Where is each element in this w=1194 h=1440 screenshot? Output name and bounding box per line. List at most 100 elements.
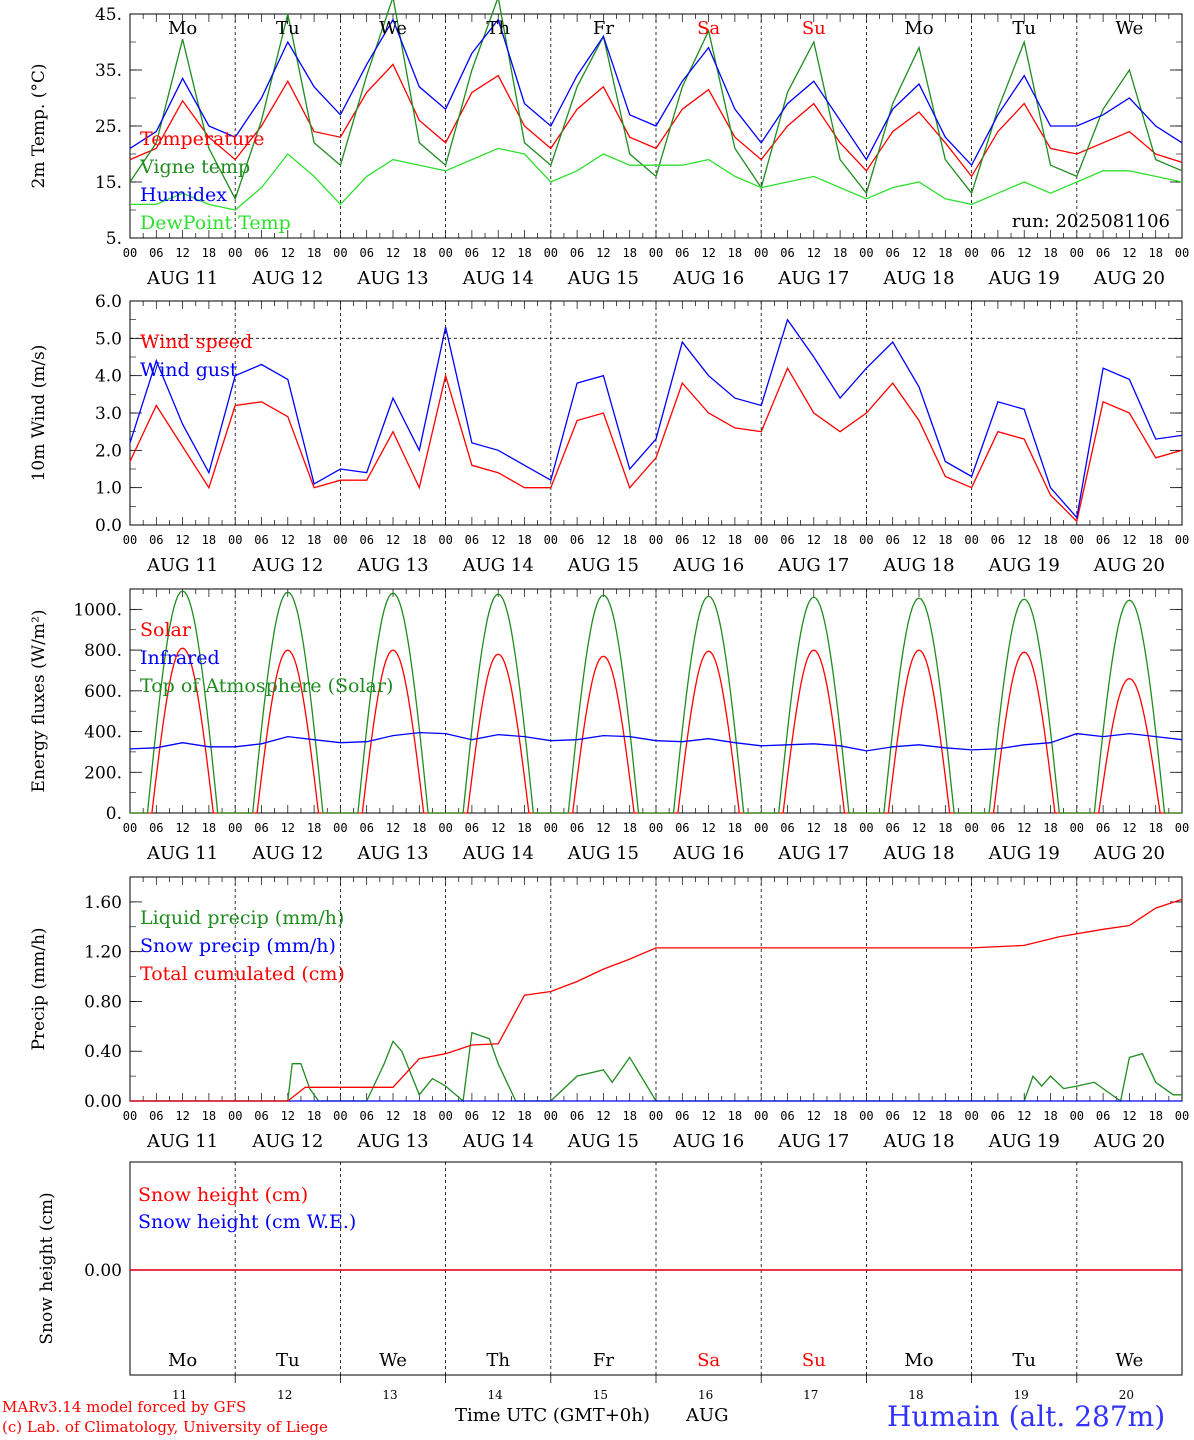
day-number-label: 16 xyxy=(698,1388,713,1402)
date-label: AUG 14 xyxy=(462,1131,534,1152)
y-tick-label: 0.00 xyxy=(84,1092,122,1112)
hour-tick-label: 00 xyxy=(544,1109,558,1123)
weekday-label: Su xyxy=(802,1350,826,1371)
hour-tick-label: 06 xyxy=(465,821,479,835)
hour-tick-label: 06 xyxy=(991,821,1005,835)
hour-tick-label: 00 xyxy=(438,246,452,260)
hour-tick-label: 18 xyxy=(1043,533,1057,547)
hour-tick-label: 18 xyxy=(517,246,531,260)
day-number-label: 11 xyxy=(172,1388,187,1402)
hour-tick-label: 18 xyxy=(307,246,321,260)
series-line-0 xyxy=(129,366,1183,523)
lab-credit: (c) Lab. of Climatology, University of L… xyxy=(2,1418,328,1436)
y-axis-label: Snow height (cm) xyxy=(37,1192,57,1344)
hour-tick-label: 12 xyxy=(596,1109,610,1123)
hour-tick-label: 00 xyxy=(438,821,452,835)
date-label: AUG 18 xyxy=(882,268,954,289)
hour-tick-label: 00 xyxy=(649,246,663,260)
run-label: run: 2025081106 xyxy=(1012,211,1170,232)
date-label: AUG 11 xyxy=(146,268,218,289)
y-tick-label: 1.0 xyxy=(95,479,122,499)
hour-tick-label: 00 xyxy=(123,533,137,547)
y-tick-label: 2.0 xyxy=(95,441,122,461)
hour-tick-label: 18 xyxy=(202,821,216,835)
date-label: AUG 12 xyxy=(251,1131,323,1152)
hour-tick-label: 18 xyxy=(728,533,742,547)
x-axis-month: AUG xyxy=(686,1405,729,1426)
y-tick-label: 0.40 xyxy=(84,1042,122,1062)
date-label: AUG 20 xyxy=(1093,268,1165,289)
hour-tick-label: 00 xyxy=(438,1109,452,1123)
hour-tick-label: 18 xyxy=(412,821,426,835)
y-tick-label: 35. xyxy=(95,61,122,81)
hour-tick-label: 12 xyxy=(596,246,610,260)
hour-tick-label: 18 xyxy=(202,1109,216,1123)
hour-tick-label: 06 xyxy=(570,533,584,547)
hour-tick-label: 00 xyxy=(1175,533,1189,547)
date-label: AUG 20 xyxy=(1093,555,1165,576)
weekday-label: Mo xyxy=(904,18,933,39)
hour-tick-label: 18 xyxy=(622,1109,636,1123)
hour-tick-label: 00 xyxy=(964,821,978,835)
legend-humidex: Humidex xyxy=(140,184,227,206)
hour-tick-label: 06 xyxy=(570,821,584,835)
hour-tick-label: 12 xyxy=(1122,821,1136,835)
series-line-1 xyxy=(129,731,1183,752)
hour-tick-label: 12 xyxy=(386,1109,400,1123)
date-label: AUG 18 xyxy=(882,843,954,864)
hour-tick-label: 06 xyxy=(675,533,689,547)
hour-tick-label: 12 xyxy=(281,821,295,835)
hour-tick-label: 12 xyxy=(1122,1109,1136,1123)
hour-tick-label: 12 xyxy=(807,1109,821,1123)
weekday-label: We xyxy=(1116,18,1144,39)
weekday-label: Su xyxy=(802,18,826,39)
y-tick-label: 200. xyxy=(84,763,122,783)
hour-tick-label: 00 xyxy=(1070,821,1084,835)
date-label: AUG 11 xyxy=(146,555,218,576)
panel-frame-1 xyxy=(129,300,1183,526)
hour-tick-label: 06 xyxy=(359,533,373,547)
legend-wind-speed: Wind speed xyxy=(140,331,252,353)
hour-tick-label: 00 xyxy=(1175,1109,1189,1123)
hour-tick-label: 06 xyxy=(149,1109,163,1123)
hour-tick-label: 12 xyxy=(491,1109,505,1123)
y-tick-label: 1.60 xyxy=(84,893,122,913)
hour-tick-label: 06 xyxy=(991,1109,1005,1123)
hour-tick-label: 12 xyxy=(807,246,821,260)
legend-wind-gust: Wind gust xyxy=(140,359,238,381)
hour-tick-label: 12 xyxy=(807,821,821,835)
weekday-label: We xyxy=(379,1350,407,1371)
hour-tick-label: 12 xyxy=(281,533,295,547)
hour-tick-label: 12 xyxy=(281,246,295,260)
weekday-label: We xyxy=(1116,1350,1144,1371)
date-label: AUG 17 xyxy=(777,843,849,864)
legend-snow-precip-mm-h: Snow precip (mm/h) xyxy=(140,935,336,957)
weekday-label: Mo xyxy=(168,1350,197,1371)
hour-tick-label: 06 xyxy=(359,821,373,835)
hour-tick-label: 18 xyxy=(412,1109,426,1123)
hour-tick-label: 00 xyxy=(228,821,242,835)
hour-tick-label: 06 xyxy=(570,246,584,260)
hour-tick-label: 18 xyxy=(622,533,636,547)
date-label: AUG 12 xyxy=(251,843,323,864)
hour-tick-label: 18 xyxy=(1148,821,1162,835)
hour-tick-label: 00 xyxy=(228,1109,242,1123)
hour-tick-label: 00 xyxy=(333,1109,347,1123)
legend-solar: Solar xyxy=(140,619,192,641)
legend-top-of-atmosphere-solar: Top of Atmosphere (Solar) xyxy=(140,675,393,697)
hour-tick-label: 12 xyxy=(491,246,505,260)
weekday-label: Tu xyxy=(276,1350,300,1371)
legend-total-cumulated-cm: Total cumulated (cm) xyxy=(140,963,345,985)
hour-tick-label: 18 xyxy=(517,821,531,835)
hour-tick-label: 06 xyxy=(149,246,163,260)
hour-tick-label: 00 xyxy=(964,1109,978,1123)
day-number-label: 12 xyxy=(277,1388,292,1402)
y-tick-label: 0.80 xyxy=(84,992,122,1012)
weekday-label: Mo xyxy=(904,1350,933,1371)
hour-tick-label: 18 xyxy=(728,821,742,835)
hour-tick-label: 18 xyxy=(938,246,952,260)
hour-tick-label: 00 xyxy=(859,246,873,260)
weekday-label: Th xyxy=(486,18,510,39)
weekday-label: Tu xyxy=(1012,1350,1036,1371)
